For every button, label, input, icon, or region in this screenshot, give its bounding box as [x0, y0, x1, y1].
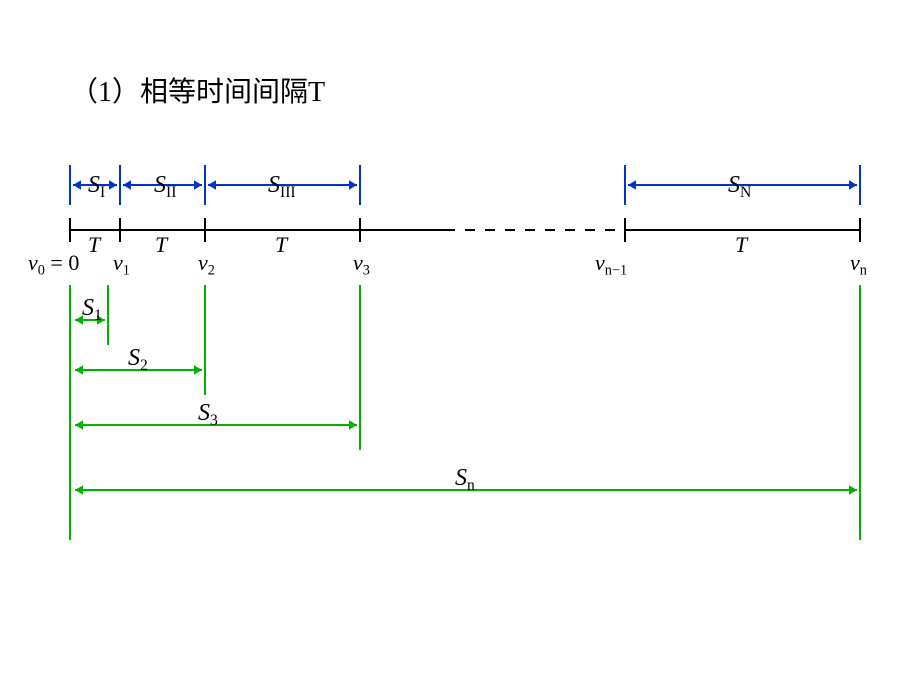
svg-text:S1: S1 [82, 295, 102, 324]
svg-text:SI: SI [88, 172, 105, 201]
svg-text:SIII: SIII [268, 172, 296, 201]
svg-text:SN: SN [728, 172, 751, 201]
svg-text:v3: v3 [353, 250, 370, 278]
svg-text:Sn: Sn [455, 465, 475, 494]
svg-text:S3: S3 [198, 400, 218, 429]
svg-text:SII: SII [154, 172, 176, 201]
svg-text:v2: v2 [198, 250, 215, 278]
svg-text:vn−1: vn−1 [595, 250, 627, 278]
svg-text:T: T [88, 232, 102, 257]
svg-text:T: T [155, 232, 169, 257]
svg-text:S2: S2 [128, 345, 148, 374]
svg-text:T: T [735, 232, 749, 257]
diagram-svg: T T T Tv0 = 0 v1 v2 v3 vn−1 vn SI SII SIII SN S1 S2 S3 S… [0, 0, 920, 690]
svg-text:v1: v1 [113, 250, 130, 278]
svg-text:v0 = 0: v0 = 0 [28, 250, 79, 278]
svg-text:T: T [275, 232, 289, 257]
svg-text:vn: vn [850, 250, 867, 278]
